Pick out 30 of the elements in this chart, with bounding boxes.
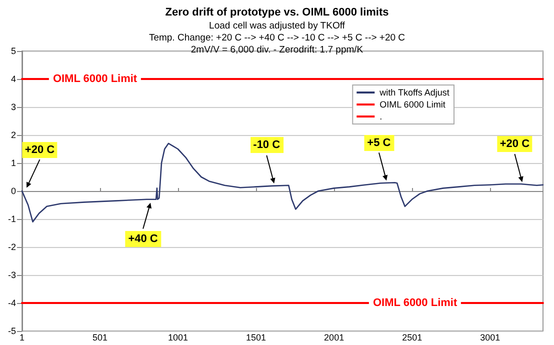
y-tick-label: 1 <box>10 158 16 168</box>
chart-subtitle: Load cell was adjusted by TKOff Temp. Change: +20 C --> +40 C --> -10 C --> +5 C --> +20 C 2mV/V = 6,000 div. - Zerodrift: 1.7 ppm/K <box>148 20 406 56</box>
annotation: -10 C <box>250 137 284 154</box>
x-tick-label: 1001 <box>168 332 188 342</box>
annotation: +5 C <box>364 134 394 151</box>
x-tick-label: 501 <box>92 332 108 342</box>
x-tick-label: 2501 <box>402 332 422 342</box>
x-tick-label: 1 <box>19 332 25 342</box>
x-tick-label: 1501 <box>246 332 266 342</box>
y-tick-label: 2 <box>10 130 16 140</box>
legend-label: . <box>380 112 382 122</box>
y-tick-label: 0 <box>10 186 16 196</box>
legend-label: OIML 6000 Limit <box>380 100 446 110</box>
y-tick-label: -5 <box>8 326 16 336</box>
y-tick-label: -2 <box>8 242 16 252</box>
annotation: +20 C <box>22 142 58 158</box>
y-tick-label: -1 <box>8 214 16 224</box>
annotation: OIML 6000 Limit <box>368 297 462 309</box>
annotation: OIML 6000 Limit <box>48 73 142 85</box>
y-tick-label: 5 <box>10 46 16 56</box>
legend-label: with Tkoffs Adjust <box>378 88 450 98</box>
annotation: +40 C <box>125 230 161 247</box>
y-tick-label: 3 <box>10 102 16 112</box>
y-tick-label: 4 <box>10 74 16 84</box>
chart-title: Zero drift of prototype vs. OIML 6000 limits <box>165 6 389 18</box>
annotation: +20 C <box>496 136 533 152</box>
x-tick-label: 2001 <box>324 332 344 342</box>
x-tick-label: 3001 <box>480 332 500 342</box>
y-tick-label: -4 <box>8 298 16 308</box>
y-tick-label: -3 <box>8 270 16 280</box>
